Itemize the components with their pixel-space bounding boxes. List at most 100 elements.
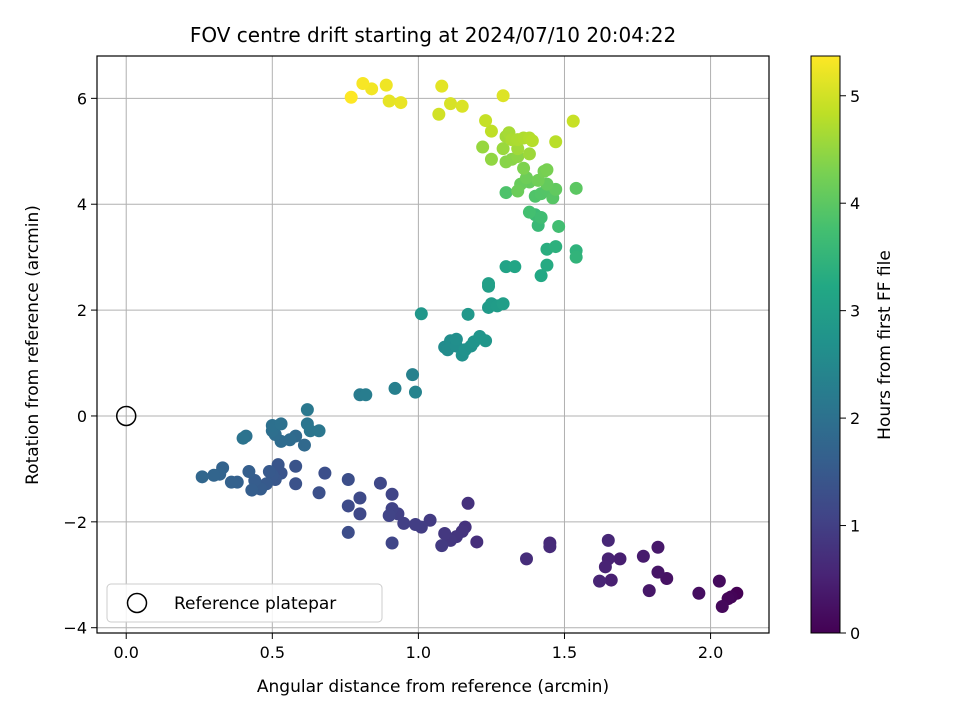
- colorbar-gradient: [810, 55, 841, 634]
- data-point: [479, 114, 493, 128]
- y-tick-label: 2: [77, 301, 87, 320]
- reference-marker-group: [115, 405, 137, 427]
- data-point: [408, 517, 422, 531]
- data-point: [423, 513, 437, 527]
- data-point: [476, 140, 490, 154]
- y-axis-ticks: −4 −2 0 2 4 6: [63, 89, 97, 638]
- legend: Reference platepar: [106, 583, 383, 623]
- data-point: [522, 205, 536, 219]
- data-point: [408, 385, 422, 399]
- data-point: [496, 297, 510, 311]
- data-point: [394, 96, 408, 110]
- colorbar-ticks: 0 1 2 3 4 5: [840, 87, 860, 643]
- data-point: [195, 470, 209, 484]
- data-point: [496, 89, 510, 103]
- data-point: [379, 78, 393, 92]
- colorbar-tick-label: 1: [850, 517, 860, 536]
- y-tick-label: 6: [77, 89, 87, 108]
- data-point: [318, 466, 332, 480]
- legend-box: [106, 583, 383, 623]
- data-point: [642, 584, 656, 598]
- reference-platepar-marker: [115, 405, 137, 427]
- data-point: [692, 586, 706, 600]
- data-point: [525, 134, 539, 148]
- data-point: [651, 565, 665, 579]
- data-point: [406, 368, 420, 382]
- colorbar-tick-label: 3: [850, 302, 860, 321]
- data-point: [479, 334, 493, 348]
- data-point: [482, 277, 496, 291]
- plot-frame: [96, 55, 770, 634]
- x-tick-label: 1.5: [552, 643, 577, 662]
- data-point: [519, 552, 533, 566]
- data-point: [245, 483, 259, 497]
- data-point: [601, 533, 615, 547]
- colorbar: 0 1 2 3 4 5 Hours from first FF file: [810, 55, 895, 643]
- data-point: [540, 163, 554, 177]
- data-point: [499, 186, 513, 200]
- data-point: [496, 142, 510, 156]
- data-point: [312, 424, 326, 438]
- colorbar-tick-label: 2: [850, 409, 860, 428]
- data-point: [511, 184, 525, 198]
- x-axis-ticks: 0.0 0.5 1.0 1.5 2.0: [113, 633, 723, 662]
- colorbar-tick-label: 5: [850, 87, 860, 106]
- data-point: [543, 540, 557, 554]
- data-point: [359, 388, 373, 402]
- data-point: [382, 94, 396, 108]
- data-point: [274, 417, 288, 431]
- data-point: [382, 508, 396, 522]
- x-tick-label: 0.5: [260, 643, 285, 662]
- data-point: [397, 516, 411, 530]
- data-point: [534, 210, 548, 224]
- data-point: [636, 549, 650, 563]
- data-point: [604, 573, 618, 587]
- y-tick-label: 0: [77, 407, 87, 426]
- data-point: [470, 535, 484, 549]
- data-point: [549, 240, 563, 254]
- data-point: [522, 147, 536, 161]
- data-point: [341, 499, 355, 513]
- data-point: [236, 431, 250, 445]
- data-point: [341, 472, 355, 486]
- data-point: [356, 77, 370, 91]
- data-point: [534, 269, 548, 283]
- data-point: [552, 219, 566, 233]
- data-point: [373, 476, 387, 490]
- x-tick-label: 0.0: [113, 643, 138, 662]
- data-point: [262, 465, 276, 479]
- x-axis-label: Angular distance from reference (arcmin): [257, 677, 609, 697]
- data-point: [312, 486, 326, 500]
- data-point: [461, 496, 475, 510]
- data-point: [461, 307, 475, 321]
- data-points: [195, 77, 744, 614]
- data-point: [435, 79, 449, 93]
- data-point: [297, 438, 311, 452]
- x-tick-label: 2.0: [698, 643, 723, 662]
- data-point: [569, 181, 583, 195]
- data-point: [517, 161, 531, 175]
- data-point: [414, 307, 428, 321]
- data-point: [455, 99, 469, 113]
- data-point: [432, 107, 446, 121]
- data-point: [242, 465, 256, 479]
- x-tick-label: 1.0: [406, 643, 431, 662]
- grid: [97, 56, 769, 633]
- data-point: [385, 536, 399, 550]
- data-point: [569, 250, 583, 264]
- data-point: [712, 574, 726, 588]
- data-point: [289, 459, 303, 473]
- y-tick-label: −4: [63, 619, 87, 638]
- data-point: [438, 526, 452, 540]
- colorbar-tick-label: 4: [850, 194, 860, 213]
- data-point: [207, 468, 221, 482]
- data-point: [715, 600, 729, 614]
- data-point: [435, 539, 449, 553]
- data-point: [449, 332, 463, 346]
- data-point: [300, 403, 314, 417]
- colorbar-label: Hours from first FF file: [875, 250, 895, 440]
- data-point: [289, 477, 303, 491]
- y-axis-label: Rotation from reference (arcmin): [23, 205, 43, 485]
- data-point: [540, 258, 554, 272]
